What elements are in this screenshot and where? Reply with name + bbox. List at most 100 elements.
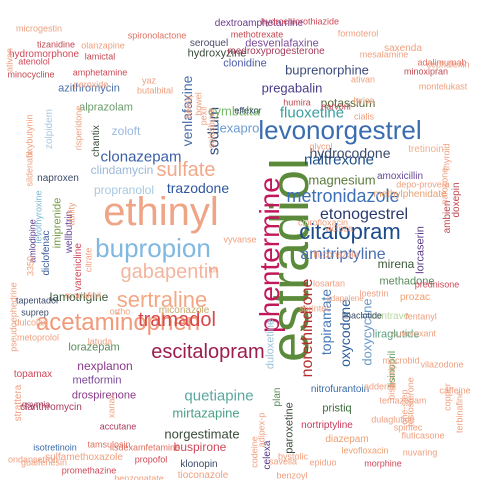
word-130: xanax	[106, 393, 117, 419]
word-137: adapalene	[326, 294, 364, 303]
word-161: ciprofloxacin	[297, 217, 349, 228]
word-104: microgestin	[15, 23, 63, 34]
word-50: seroquel	[189, 38, 229, 49]
word-58: methadone	[379, 275, 435, 288]
word-33: quetiapine	[184, 387, 254, 405]
word-141: prednisone	[414, 279, 460, 290]
word-63: nitrofurantoin	[310, 384, 370, 395]
word-5: bupropion	[95, 233, 211, 263]
word-160: glycol	[309, 141, 333, 152]
word-112: spironolactone	[127, 30, 187, 41]
word-181: savella	[268, 456, 298, 467]
word-77: duloxetine	[264, 318, 277, 370]
word-106: atenolol	[18, 56, 50, 67]
word-89: clarithromycin	[20, 402, 82, 413]
word-60: contrave	[370, 311, 410, 322]
word-146: vilazodone	[420, 359, 464, 370]
word-116: mesalamine	[359, 49, 409, 60]
word-149: terbinafine	[454, 390, 465, 434]
word-179: epiduo	[309, 457, 337, 468]
word-79: imiprenide	[51, 197, 64, 249]
word-97: ondansetron	[7, 454, 59, 465]
word-53: amoxicillin	[376, 171, 424, 182]
word-90: isotretinoin	[33, 442, 77, 453]
word-175: risperidone	[73, 105, 84, 151]
word-35: norgestimate	[164, 426, 240, 442]
word-46: azithromycin	[58, 82, 120, 95]
word-13: etonogestrel	[319, 206, 409, 223]
word-154: temazepam	[379, 395, 427, 406]
word-52: medroxyprogesterone	[227, 46, 325, 57]
word-170: cialis	[353, 111, 375, 122]
word-95: tamsulosin	[87, 439, 131, 450]
word-74: paroxetine	[283, 402, 296, 454]
word-151: fluticasone	[401, 430, 445, 441]
word-28: lexapro	[216, 120, 260, 136]
word-177: ability	[66, 202, 77, 226]
word-163: losartan	[312, 278, 346, 289]
word-110: amphetamine	[72, 67, 128, 78]
word-158: macrobid	[382, 355, 420, 366]
word-12: citalopram	[299, 219, 401, 244]
word-47: hydroxyzine	[187, 47, 247, 60]
word-54: methylphenidate	[373, 189, 447, 200]
word-65: nortriptyline	[301, 420, 353, 431]
word-123: lyrica	[353, 95, 375, 106]
word-96: benzonatate	[114, 473, 164, 480]
word-48: clonidine	[223, 57, 267, 70]
word-157: adderall	[363, 381, 397, 392]
word-76: miconazole	[158, 305, 210, 316]
word-23: oxycodone	[337, 299, 353, 367]
word-66: diazepam	[325, 434, 369, 445]
word-40: nexplanon	[77, 359, 133, 373]
word-119: saxenda	[384, 43, 422, 54]
word-75: plan	[272, 387, 283, 407]
word-68: levofloxacin	[341, 445, 389, 456]
word-93: promethazine	[61, 465, 117, 476]
word-30: pregabalin	[261, 80, 323, 96]
word-131: kit	[208, 264, 218, 275]
word-87: doxepin	[451, 182, 462, 218]
word-174: sildenafil	[24, 151, 35, 187]
word-37: clindamycin	[90, 163, 154, 177]
word-139: suvorexant	[391, 328, 437, 339]
word-113: methotrexate	[230, 29, 284, 40]
word-59: prozac	[399, 292, 431, 303]
word-99: metoprolol	[16, 332, 60, 343]
word-2: ethinyl	[103, 190, 219, 234]
word-178: bystolic	[277, 451, 309, 462]
word-108: olanzapine	[81, 40, 125, 51]
word-145: thyroid	[441, 143, 452, 171]
word-121: cephalexin	[426, 59, 470, 70]
word-31: buprenorphine	[285, 62, 369, 78]
word-143: depo-provera	[396, 179, 450, 190]
word-25: fluoxetine	[279, 104, 345, 122]
word-126: effexor	[234, 105, 262, 116]
word-55: tretinoin	[408, 144, 444, 155]
word-94: accutane	[99, 421, 137, 432]
word-125: humira	[283, 97, 311, 108]
word-133: latuda	[87, 336, 113, 347]
word-102: suprep	[21, 307, 49, 318]
word-103: hydromorphone	[8, 49, 80, 60]
word-165: loestrin	[359, 288, 389, 299]
word-107: minocycline	[7, 69, 55, 80]
word-36: lamotrigine	[49, 290, 109, 304]
word-84: naproxen	[37, 173, 79, 184]
word-61: liraglutide	[372, 328, 420, 341]
word-49: desvenlafaxine	[245, 37, 319, 50]
word-43: drospirenone	[71, 389, 137, 402]
word-57: mirena	[377, 257, 415, 271]
word-19: hydrocodone	[309, 145, 391, 161]
word-45: zoloft	[111, 124, 141, 138]
word-150: spiritec	[393, 422, 423, 433]
word-20: magnesium	[308, 172, 376, 188]
word-182: codeine	[249, 436, 260, 468]
word-167: yaz	[141, 75, 157, 86]
word-42: buspirone	[173, 440, 227, 454]
word-6: gabapentin	[120, 261, 220, 283]
word-171: ativan	[4, 47, 15, 73]
word-101: strattera	[13, 384, 24, 422]
word-100: topamax	[13, 369, 53, 380]
word-172: pseudoephedrine	[8, 282, 19, 352]
